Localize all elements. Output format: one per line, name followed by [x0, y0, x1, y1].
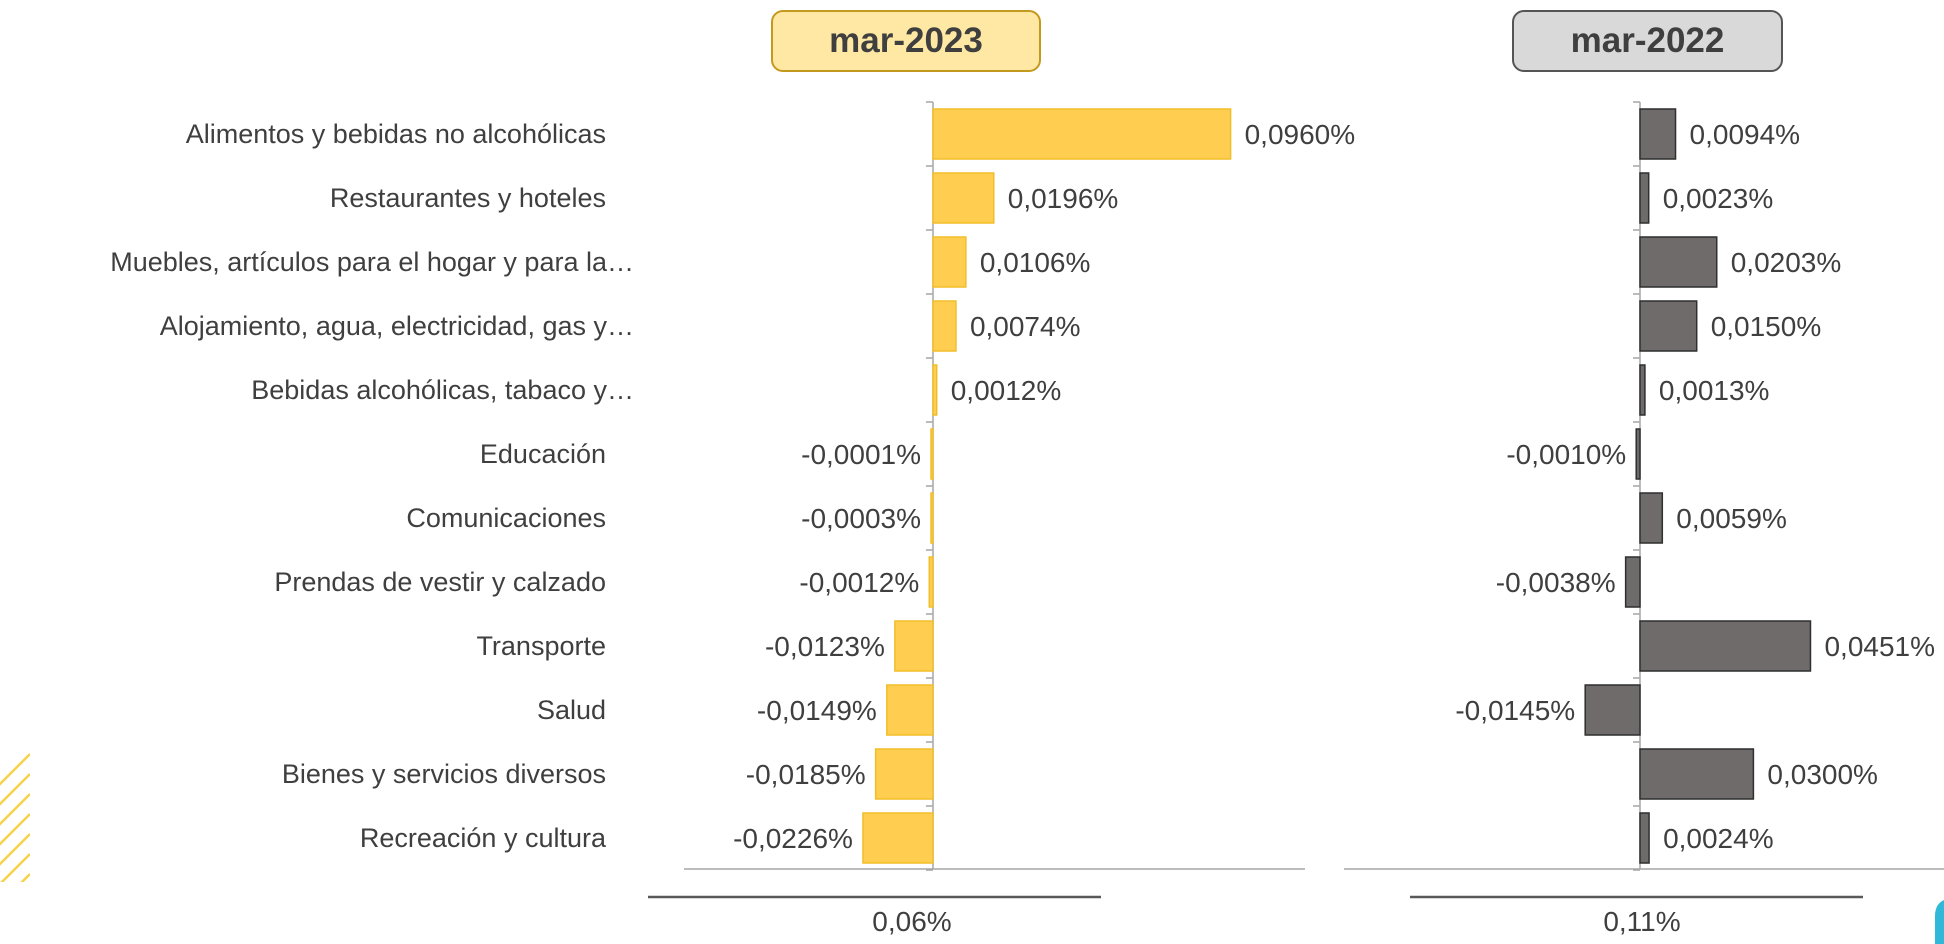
category-label-salud: Salud	[537, 695, 606, 725]
data-label-transporte: -0,0123%	[765, 631, 885, 662]
bar-salud	[1584, 684, 1641, 736]
bar-comunicaciones	[930, 492, 934, 544]
data-label-transporte: 0,0451%	[1824, 631, 1935, 662]
bar-transporte	[894, 620, 934, 672]
bar-comunicaciones	[1639, 492, 1664, 544]
bar-educacion	[930, 428, 934, 480]
chart-title-mar-2022: mar-2022	[1512, 10, 1783, 72]
category-label-alimentos-y-bebidas-no-alcoholicas: Alimentos y bebidas no alcohólicas	[186, 119, 606, 149]
data-label-muebles-articulos-para-el-hogar-y-para-la: 0,0106%	[980, 247, 1091, 278]
bar-prendas-de-vestir-y-calzado	[1624, 556, 1641, 608]
data-label-alojamiento-agua-electricidad-gas-y: 0,0150%	[1711, 311, 1822, 342]
category-label-bienes-y-servicios-diversos: Bienes y servicios diversos	[282, 759, 606, 789]
bar-prendas-de-vestir-y-calzado	[928, 556, 934, 608]
data-label-educacion: -0,0010%	[1506, 439, 1626, 470]
data-label-salud: -0,0145%	[1455, 695, 1575, 726]
bar-muebles-articulos-para-el-hogar-y-para-la	[932, 236, 967, 288]
data-label-educacion: -0,0001%	[801, 439, 921, 470]
category-label-educacion: Educación	[480, 439, 606, 469]
bar-bebidas-alcoholicas-tabaco-y	[932, 364, 938, 416]
bar-salud	[886, 684, 934, 736]
data-label-prendas-de-vestir-y-calzado: -0,0012%	[799, 567, 919, 598]
category-label-transporte: Transporte	[476, 631, 606, 661]
bar-recreacion-y-cultura	[1639, 812, 1650, 864]
bar-alimentos-y-bebidas-no-alcoholicas	[932, 108, 1232, 160]
total-label-mar-2022: 0,11%	[1603, 906, 1681, 937]
category-label-muebles-articulos-para-el-hogar-y-para-la: Muebles, artículos para el hogar y para …	[110, 247, 634, 277]
data-label-prendas-de-vestir-y-calzado: -0,0038%	[1496, 567, 1616, 598]
data-label-comunicaciones: 0,0059%	[1676, 503, 1787, 534]
bar-bienes-y-servicios-diversos	[1639, 748, 1755, 800]
chart-mar-2022: 0,0094% 0,0023% 0,0203% 0,0150% 0,0013% -0,00…	[1344, 101, 1944, 899]
data-label-alimentos-y-bebidas-no-alcoholicas: 0,0960%	[1245, 119, 1356, 150]
data-label-comunicaciones: -0,0003%	[801, 503, 921, 534]
data-label-bebidas-alcoholicas-tabaco-y: 0,0012%	[951, 375, 1062, 406]
bar-alimentos-y-bebidas-no-alcoholicas	[1639, 108, 1677, 160]
data-label-recreacion-y-cultura: 0,0024%	[1663, 823, 1774, 854]
bar-transporte	[1639, 620, 1812, 672]
bar-educacion	[1635, 428, 1641, 480]
bar-bienes-y-servicios-diversos	[874, 748, 934, 800]
data-label-restaurantes-y-hoteles: 0,0023%	[1663, 183, 1774, 214]
category-labels: Alimentos y bebidas no alcohólicas Restau…	[110, 119, 634, 853]
total-label-mar-2023: 0,06%	[872, 906, 952, 937]
data-label-restaurantes-y-hoteles: 0,0196%	[1008, 183, 1119, 214]
data-label-recreacion-y-cultura: -0,0226%	[733, 823, 853, 854]
data-label-bienes-y-servicios-diversos: -0,0185%	[746, 759, 866, 790]
category-label-restaurantes-y-hoteles: Restaurantes y hoteles	[330, 183, 606, 213]
category-label-prendas-de-vestir-y-calzado: Prendas de vestir y calzado	[274, 567, 606, 597]
bar-bebidas-alcoholicas-tabaco-y	[1639, 364, 1646, 416]
data-label-bienes-y-servicios-diversos: 0,0300%	[1767, 759, 1878, 790]
chart-title-mar-2023: mar-2023	[771, 10, 1041, 72]
bar-restaurantes-y-hoteles	[1639, 172, 1650, 224]
bar-restaurantes-y-hoteles	[932, 172, 995, 224]
stripe-decoration	[0, 753, 30, 882]
category-label-comunicaciones: Comunicaciones	[406, 503, 606, 533]
category-label-alojamiento-agua-electricidad-gas-y: Alojamiento, agua, electricidad, gas y…	[160, 311, 634, 341]
data-label-alimentos-y-bebidas-no-alcoholicas: 0,0094%	[1690, 119, 1801, 150]
corner-accent-decoration	[1935, 900, 1944, 944]
bar-muebles-articulos-para-el-hogar-y-para-la	[1639, 236, 1718, 288]
bar-alojamiento-agua-electricidad-gas-y	[1639, 300, 1698, 352]
bar-alojamiento-agua-electricidad-gas-y	[932, 300, 957, 352]
data-label-muebles-articulos-para-el-hogar-y-para-la: 0,0203%	[1731, 247, 1842, 278]
data-label-alojamiento-agua-electricidad-gas-y: 0,0074%	[970, 311, 1081, 342]
chart-mar-2023: 0,0960% 0,0196% 0,0106% 0,0074% 0,0012% -0,00…	[648, 101, 1356, 899]
data-label-salud: -0,0149%	[757, 695, 877, 726]
category-label-bebidas-alcoholicas-tabaco-y: Bebidas alcohólicas, tabaco y…	[251, 375, 634, 405]
category-label-recreacion-y-cultura: Recreación y cultura	[360, 823, 607, 853]
data-label-bebidas-alcoholicas-tabaco-y: 0,0013%	[1659, 375, 1770, 406]
bar-recreacion-y-cultura	[862, 812, 934, 864]
